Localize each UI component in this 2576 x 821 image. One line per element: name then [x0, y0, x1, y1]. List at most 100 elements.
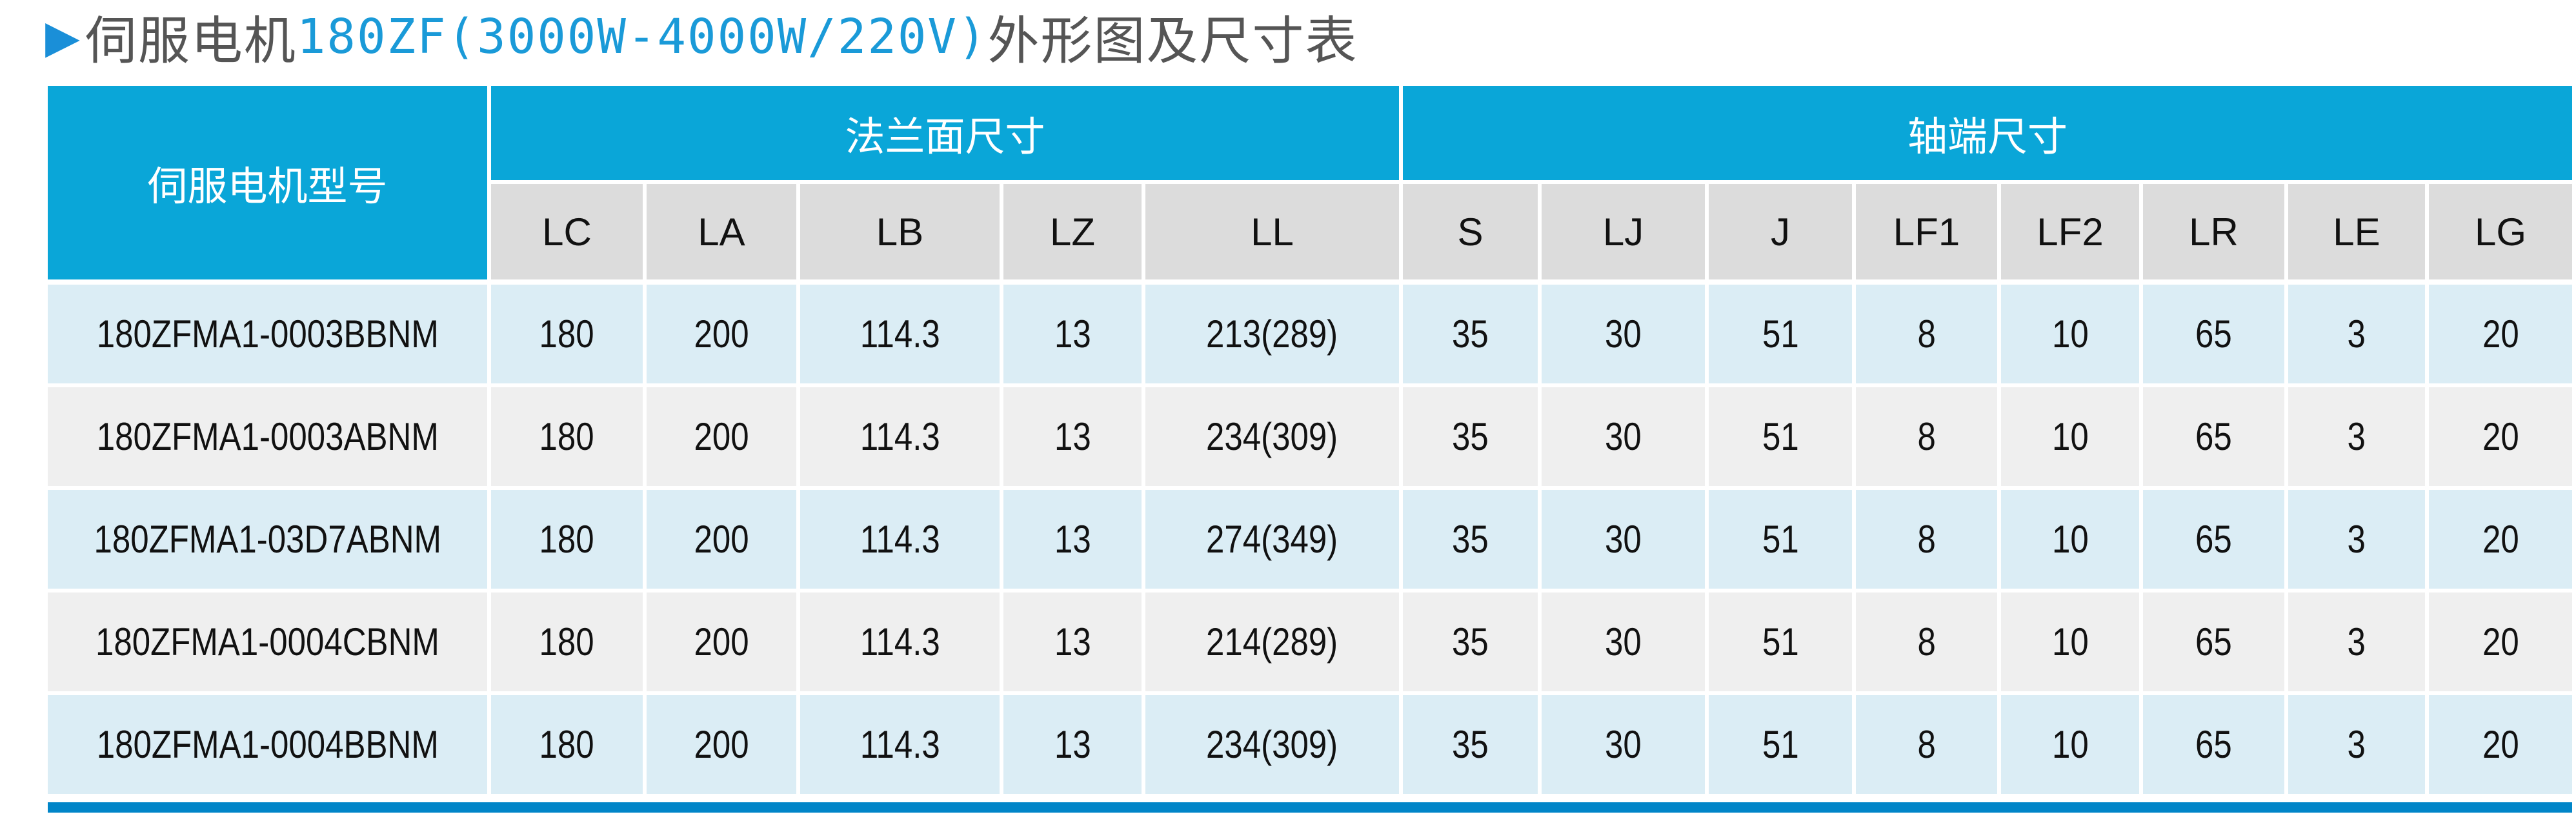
cell-text: 20 [2482, 312, 2519, 356]
value-cell: 180 [491, 285, 643, 387]
cell-text: 35 [1452, 723, 1489, 766]
cell-text: 35 [1452, 312, 1489, 356]
value-cell: 30 [1542, 285, 1705, 387]
value-cell: 180 [491, 695, 643, 798]
value-cell: 180 [491, 387, 643, 490]
value-cell: 3 [2288, 695, 2425, 798]
cell-text: 13 [1054, 518, 1091, 561]
value-cell: 30 [1542, 695, 1705, 798]
cell-text: 30 [1605, 723, 1642, 766]
cell-text: 13 [1054, 723, 1091, 766]
value-cell: 13 [1003, 490, 1142, 593]
title-suffix: 外形图及尺寸表 [987, 12, 1358, 70]
value-cell: 65 [2143, 490, 2284, 593]
value-cell: 200 [647, 593, 796, 695]
cell-text: 180 [539, 620, 595, 664]
cell-text: 20 [2482, 620, 2519, 664]
column-header-s: S [1403, 184, 1538, 285]
value-cell: 51 [1709, 490, 1852, 593]
value-cell: 20 [2429, 285, 2572, 387]
cell-text: 3 [2347, 620, 2366, 664]
cell-text: 20 [2482, 518, 2519, 561]
value-cell: 180 [491, 593, 643, 695]
value-cell: 51 [1709, 285, 1852, 387]
value-cell: 65 [2143, 285, 2284, 387]
cell-text: 30 [1605, 620, 1642, 664]
cell-text: 51 [1762, 518, 1799, 561]
value-cell: 8 [1856, 285, 1997, 387]
cell-text: 35 [1452, 415, 1489, 458]
value-cell: 13 [1003, 593, 1142, 695]
value-cell: 13 [1003, 285, 1142, 387]
value-cell: 114.3 [800, 387, 1000, 490]
value-cell: 200 [647, 285, 796, 387]
cell-text: 200 [694, 620, 749, 664]
value-cell: 8 [1856, 593, 1997, 695]
cell-text: 200 [694, 723, 749, 766]
table-row: 180ZFMA1-03D7ABNM 180 200 114.3 13 274(349) 35… [48, 490, 2572, 593]
value-cell: 200 [647, 695, 796, 798]
triangle-right-icon: ▶ [45, 12, 81, 62]
value-cell: 30 [1542, 490, 1705, 593]
cell-text: 13 [1054, 415, 1091, 458]
value-cell: 35 [1403, 387, 1538, 490]
cell-text: 234(309) [1206, 723, 1338, 766]
cell-text: 200 [694, 312, 749, 356]
model-header: 伺服电机型号 [48, 86, 487, 285]
value-cell: 51 [1709, 593, 1852, 695]
group-header-flange: 法兰面尺寸 [491, 86, 1399, 184]
cell-text: 180 [539, 415, 595, 458]
cell-text: 213(289) [1206, 312, 1338, 356]
cell-text: 20 [2482, 415, 2519, 458]
value-cell: 10 [2001, 387, 2139, 490]
cell-text: 10 [2051, 518, 2089, 561]
value-cell: 20 [2429, 593, 2572, 695]
value-cell: 20 [2429, 490, 2572, 593]
page-title: ▶ 伺服电机 180ZF(3000W-4000W/220V) 外形图及尺寸表 [45, 1, 1358, 72]
column-header-lj: LJ [1542, 184, 1705, 285]
value-cell: 200 [647, 387, 796, 490]
cell-text: 30 [1605, 415, 1642, 458]
table-row: 180ZFMA1-0003BBNM 180 200 114.3 13 213(289) 35… [48, 285, 2572, 387]
value-cell: 213(289) [1145, 285, 1399, 387]
cell-text: 180 [539, 723, 595, 766]
cell-text: 65 [2195, 723, 2232, 766]
value-cell: 10 [2001, 490, 2139, 593]
title-prefix: 伺服电机 [85, 12, 297, 70]
value-cell: 3 [2288, 490, 2425, 593]
value-cell: 274(349) [1145, 490, 1399, 593]
column-header-lc: LC [491, 184, 643, 285]
cell-text: 20 [2482, 723, 2519, 766]
cell-text: 114.3 [860, 312, 940, 356]
value-cell: 234(309) [1145, 387, 1399, 490]
cell-text: 35 [1452, 620, 1489, 664]
column-header-la: LA [647, 184, 796, 285]
value-cell: 180 [491, 490, 643, 593]
cell-text: 200 [694, 518, 749, 561]
cell-text: 274(349) [1206, 518, 1338, 561]
cell-text: 65 [2195, 518, 2232, 561]
cell-text: 8 [1917, 723, 1936, 766]
cell-text: 13 [1054, 620, 1091, 664]
value-cell: 8 [1856, 490, 1997, 593]
value-cell: 10 [2001, 285, 2139, 387]
cell-text: 214(289) [1206, 620, 1338, 664]
model-cell: 180ZFMA1-0004BBNM [48, 695, 487, 798]
value-cell: 65 [2143, 593, 2284, 695]
title-model: 180ZF(3000W-4000W/220V) [296, 9, 988, 65]
value-cell: 114.3 [800, 285, 1000, 387]
value-cell: 13 [1003, 387, 1142, 490]
column-header-lg: LG [2429, 184, 2572, 285]
cell-text: 114.3 [860, 518, 940, 561]
value-cell: 114.3 [800, 593, 1000, 695]
table-row: 180ZFMA1-0003ABNM 180 200 114.3 13 234(309) 35… [48, 387, 2572, 490]
value-cell: 114.3 [800, 695, 1000, 798]
value-cell: 10 [2001, 593, 2139, 695]
value-cell: 65 [2143, 695, 2284, 798]
cell-text: 30 [1605, 518, 1642, 561]
value-cell: 35 [1403, 695, 1538, 798]
value-cell: 3 [2288, 593, 2425, 695]
cell-text: 10 [2051, 312, 2089, 356]
value-cell: 51 [1709, 387, 1852, 490]
value-cell: 65 [2143, 387, 2284, 490]
